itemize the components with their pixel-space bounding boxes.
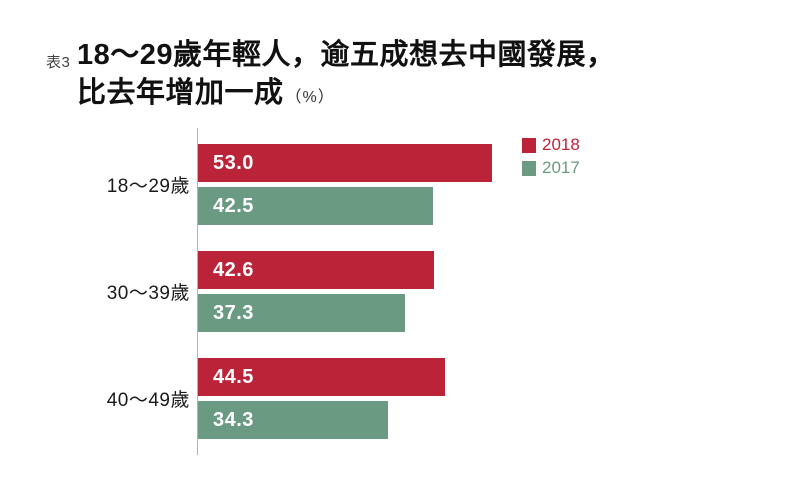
bar-value-label: 37.3 [213,302,254,324]
chart-title: 18〜29歲年輕人，逾五成想去中國發展， 比去年增加一成 （%） [77,36,616,117]
bar-2017: 37.3 [198,294,405,332]
bar-value-label: 42.6 [213,259,254,281]
bar-2017: 34.3 [198,401,388,439]
bar-2017: 42.5 [198,187,433,225]
bar-group-2: 30〜39歲 42.6 37.3 [0,251,792,332]
category-label: 40〜49歲 [106,390,190,411]
legend: 2018 2017 [522,135,580,183]
bar-2018: 42.6 [198,251,434,289]
legend-item-2017: 2017 [522,158,580,177]
legend-swatch-icon [522,137,536,153]
bar-2018: 44.5 [198,358,445,396]
legend-label: 2018 [542,135,580,154]
bar-value-label: 44.5 [213,366,254,388]
category-label: 30〜39歲 [106,283,190,304]
y-axis-line [197,128,198,455]
table-number-tag: 表3 [46,54,71,71]
title-line-1: 18〜29歲年輕人，逾五成想去中國發展， [77,39,616,71]
legend-swatch-icon [522,160,536,176]
legend-label: 2017 [542,158,580,177]
title-line-2-text: 比去年增加一成 [77,77,284,109]
bar-group-3: 40〜49歲 44.5 34.3 [0,358,792,439]
category-label: 18〜29歲 [106,176,190,197]
bar-2018: 53.0 [198,144,492,182]
bar-value-label: 42.5 [213,195,254,217]
bar-value-label: 53.0 [213,152,254,174]
title-line-2: 比去年增加一成 （%） [77,74,616,117]
bar-value-label: 34.3 [213,409,254,431]
title-unit-label: （%） [285,89,335,106]
legend-item-2018: 2018 [522,135,580,154]
bar-group-1: 18〜29歲 53.0 42.5 [0,144,792,225]
